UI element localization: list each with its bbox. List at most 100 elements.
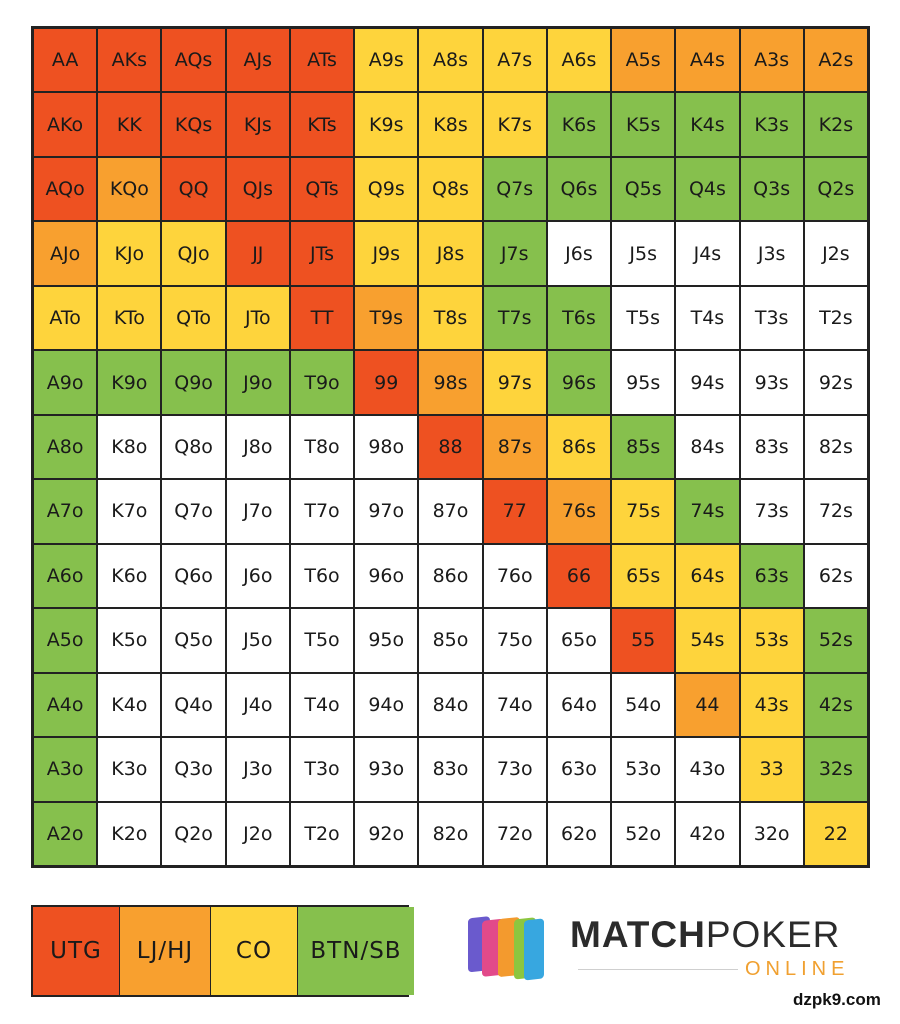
hand-cell: T2s [803, 285, 868, 351]
hand-cell: J3o [225, 737, 290, 802]
hand-cell: A5s [611, 28, 676, 93]
hand-cell: K2s [803, 92, 868, 157]
hand-cell: ATo [33, 285, 98, 351]
hand-cell: Q5o [161, 608, 226, 673]
hand-cell: 65s [611, 543, 676, 609]
hand-cell: Q2s [803, 156, 868, 222]
hand-cell: 88 [418, 414, 483, 480]
hand-cell: 73o [482, 737, 547, 802]
hand-cell: J8s [418, 221, 483, 286]
hand-cell: ATs [289, 28, 355, 93]
hand-cell: K5o [97, 608, 162, 673]
hand-cell: A2s [803, 28, 868, 93]
hand-cell: J2s [803, 221, 868, 286]
hand-cell: K3s [739, 92, 804, 157]
hand-cell: K9s [354, 92, 419, 157]
hand-cell: T6o [289, 543, 355, 609]
hand-cell: 93s [739, 350, 804, 415]
hand-cell: 87o [418, 479, 483, 544]
hand-cell: 82o [418, 801, 483, 866]
hand-cell: AA [33, 28, 98, 93]
hand-cell: 33 [739, 737, 804, 802]
hand-cell: KK [97, 92, 162, 157]
hand-cell: Q5s [611, 156, 676, 222]
hand-cell: 96s [546, 350, 612, 415]
hand-cell: T8s [418, 285, 483, 351]
hand-cell: J9s [354, 221, 419, 286]
hand-cell: KJs [225, 92, 290, 157]
logo-title-bold: MATCH [570, 914, 706, 955]
hand-cell: K6s [546, 92, 612, 157]
hand-cell: QJo [161, 221, 226, 286]
hand-cell: 53o [611, 737, 676, 802]
hand-cell: J7s [482, 221, 547, 286]
hand-cell: 63o [546, 737, 612, 802]
hand-cell: AQo [33, 156, 98, 222]
hand-cell: A6o [33, 543, 98, 609]
hand-cell: 72s [803, 479, 868, 544]
hand-cell: T5o [289, 608, 355, 673]
hand-cell: J2o [225, 801, 290, 866]
hand-cell: 83o [418, 737, 483, 802]
hand-cell: T9s [354, 285, 419, 351]
hand-cell: 76s [546, 479, 612, 544]
hand-cell: 43s [739, 672, 804, 738]
hand-cell: K4o [97, 672, 162, 738]
hand-cell: A4s [675, 28, 740, 93]
logo-subtitle: ONLINE [745, 958, 850, 980]
hand-cell: 98o [354, 414, 419, 480]
hand-cell: A9s [354, 28, 419, 93]
hand-cell: K6o [97, 543, 162, 609]
hand-cell: 95s [611, 350, 676, 415]
hand-cell: J6o [225, 543, 290, 609]
hand-cell: K3o [97, 737, 162, 802]
legend-item: UTG [33, 907, 120, 995]
hand-cell: 63s [739, 543, 804, 609]
hand-cell: KJo [97, 221, 162, 286]
hand-cell: 75o [482, 608, 547, 673]
hand-cell: 74o [482, 672, 547, 738]
hand-cell: JJ [225, 221, 290, 286]
hand-cell: J5o [225, 608, 290, 673]
hand-cell: T7o [289, 479, 355, 544]
hand-cell: AJs [225, 28, 290, 93]
hand-cell: 43o [675, 737, 740, 802]
hand-cell: A9o [33, 350, 98, 415]
hand-cell: J8o [225, 414, 290, 480]
hand-cell: KQo [97, 156, 162, 222]
hand-cell: T4o [289, 672, 355, 738]
hand-cell: AQs [161, 28, 226, 93]
hand-cell: Q2o [161, 801, 226, 866]
hand-cell: A8s [418, 28, 483, 93]
hand-cell: T8o [289, 414, 355, 480]
hand-cell: 93o [354, 737, 419, 802]
hand-cell: 76o [482, 543, 547, 609]
hand-cell: 85s [611, 414, 676, 480]
legend-item: LJ/HJ [120, 907, 211, 995]
hand-cell: 65o [546, 608, 612, 673]
hand-cell: 52s [803, 608, 868, 673]
hand-cell: K7s [482, 92, 547, 157]
hand-cell: 94o [354, 672, 419, 738]
hand-cell: T9o [289, 350, 355, 415]
hand-cell: 98s [418, 350, 483, 415]
hand-cell: 44 [675, 672, 740, 738]
hand-cell: A2o [33, 801, 98, 866]
hand-cell: 22 [803, 801, 868, 866]
hand-cell: JTo [225, 285, 290, 351]
hand-cell: 64s [675, 543, 740, 609]
hand-cell: 86o [418, 543, 483, 609]
hand-cell: Q8s [418, 156, 483, 222]
hand-cell: 32o [739, 801, 804, 866]
hand-cell: 84s [675, 414, 740, 480]
hand-cell: A3o [33, 737, 98, 802]
hand-cell: K9o [97, 350, 162, 415]
hand-cell: T5s [611, 285, 676, 351]
hand-cell: T4s [675, 285, 740, 351]
hand-cell: A5o [33, 608, 98, 673]
matchpoker-logo [468, 916, 544, 981]
hand-cell: AKo [33, 92, 98, 157]
hand-cell: J6s [546, 221, 612, 286]
hand-cell: 54o [611, 672, 676, 738]
hand-cell: TT [289, 285, 355, 351]
